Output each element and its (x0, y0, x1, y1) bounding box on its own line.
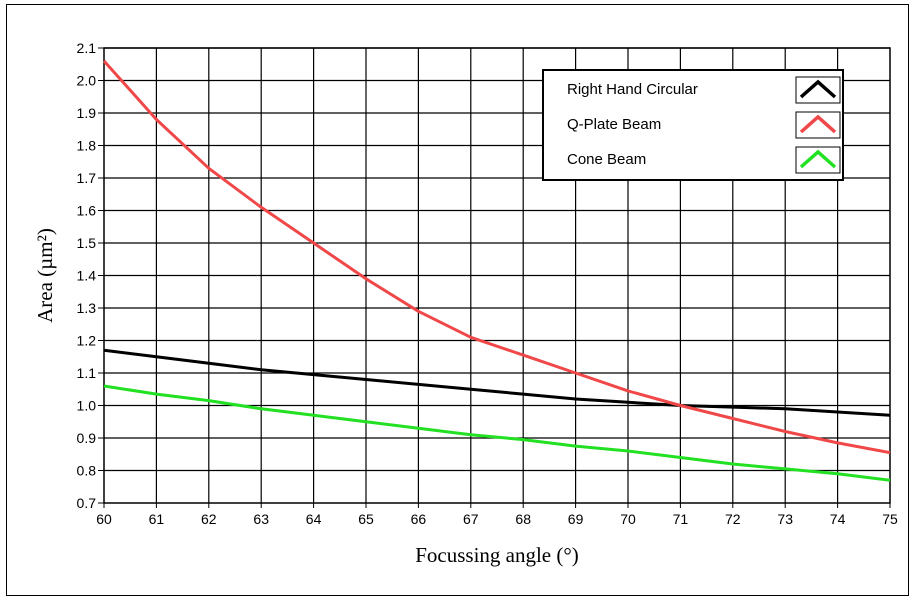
x-tick-label: 64 (306, 511, 322, 527)
x-tick-label: 66 (411, 511, 427, 527)
x-tick-label: 67 (463, 511, 479, 527)
y-tick-label: 1.4 (77, 268, 97, 284)
x-tick-label: 62 (201, 511, 217, 527)
y-tick-label: 1.1 (77, 365, 97, 381)
legend-swatch-line (799, 149, 837, 169)
y-tick-label: 1.2 (77, 333, 97, 349)
y-tick-label: 2.1 (77, 40, 97, 56)
y-tick-label: 0.7 (77, 495, 97, 511)
legend-swatch-line (799, 79, 837, 99)
x-tick-label: 74 (830, 511, 846, 527)
y-tick-label: 1.6 (77, 203, 97, 219)
x-tick-label: 65 (358, 511, 374, 527)
y-tick-label: 1.8 (77, 138, 97, 154)
x-tick-label: 68 (515, 511, 531, 527)
x-tick-label: 63 (253, 511, 269, 527)
legend: Right Hand Circular Q-Plate Beam Cone Beam (542, 69, 844, 181)
x-axis-title: Focussing angle (°) (415, 543, 579, 567)
legend-label: Q-Plate Beam (567, 116, 661, 133)
legend-label: Cone Beam (567, 151, 646, 168)
x-tick-label: 75 (882, 511, 898, 527)
x-tick-label: 71 (673, 511, 689, 527)
x-axis-ticks: 60 61 62 63 64 65 66 67 68 69 70 71 72 73 74 75 (96, 503, 898, 527)
y-tick-label: 0.9 (77, 430, 97, 446)
y-tick-label: 1.5 (77, 235, 97, 251)
y-axis-ticks: 0.7 0.8 0.9 1.0 1.1 1.2 1.3 1.4 1.5 1.6 1.7 1.8 1.9 2… (77, 40, 104, 511)
x-tick-label: 69 (568, 511, 584, 527)
y-tick-label: 1.9 (77, 105, 97, 121)
x-tick-label: 72 (725, 511, 741, 527)
series-lines (102, 59, 891, 482)
series-line-cone-beam (103, 384, 891, 482)
y-tick-label: 1.3 (77, 300, 97, 316)
x-tick-label: 73 (777, 511, 793, 527)
y-tick-label: 1.0 (77, 398, 97, 414)
y-axis-title: Area (µm²) (33, 228, 57, 323)
legend-swatch-line (799, 114, 837, 134)
legend-box (542, 69, 844, 181)
y-tick-label: 2.0 (77, 73, 97, 89)
x-tick-label: 61 (149, 511, 165, 527)
series-line-q-plate-beam (102, 59, 891, 455)
y-tick-label: 1.7 (77, 170, 97, 186)
series-line-right-hand-circular (103, 348, 891, 417)
x-tick-label: 70 (620, 511, 636, 527)
legend-label: Right Hand Circular (567, 81, 698, 98)
x-tick-label: 60 (96, 511, 112, 527)
y-tick-label: 0.8 (77, 463, 97, 479)
